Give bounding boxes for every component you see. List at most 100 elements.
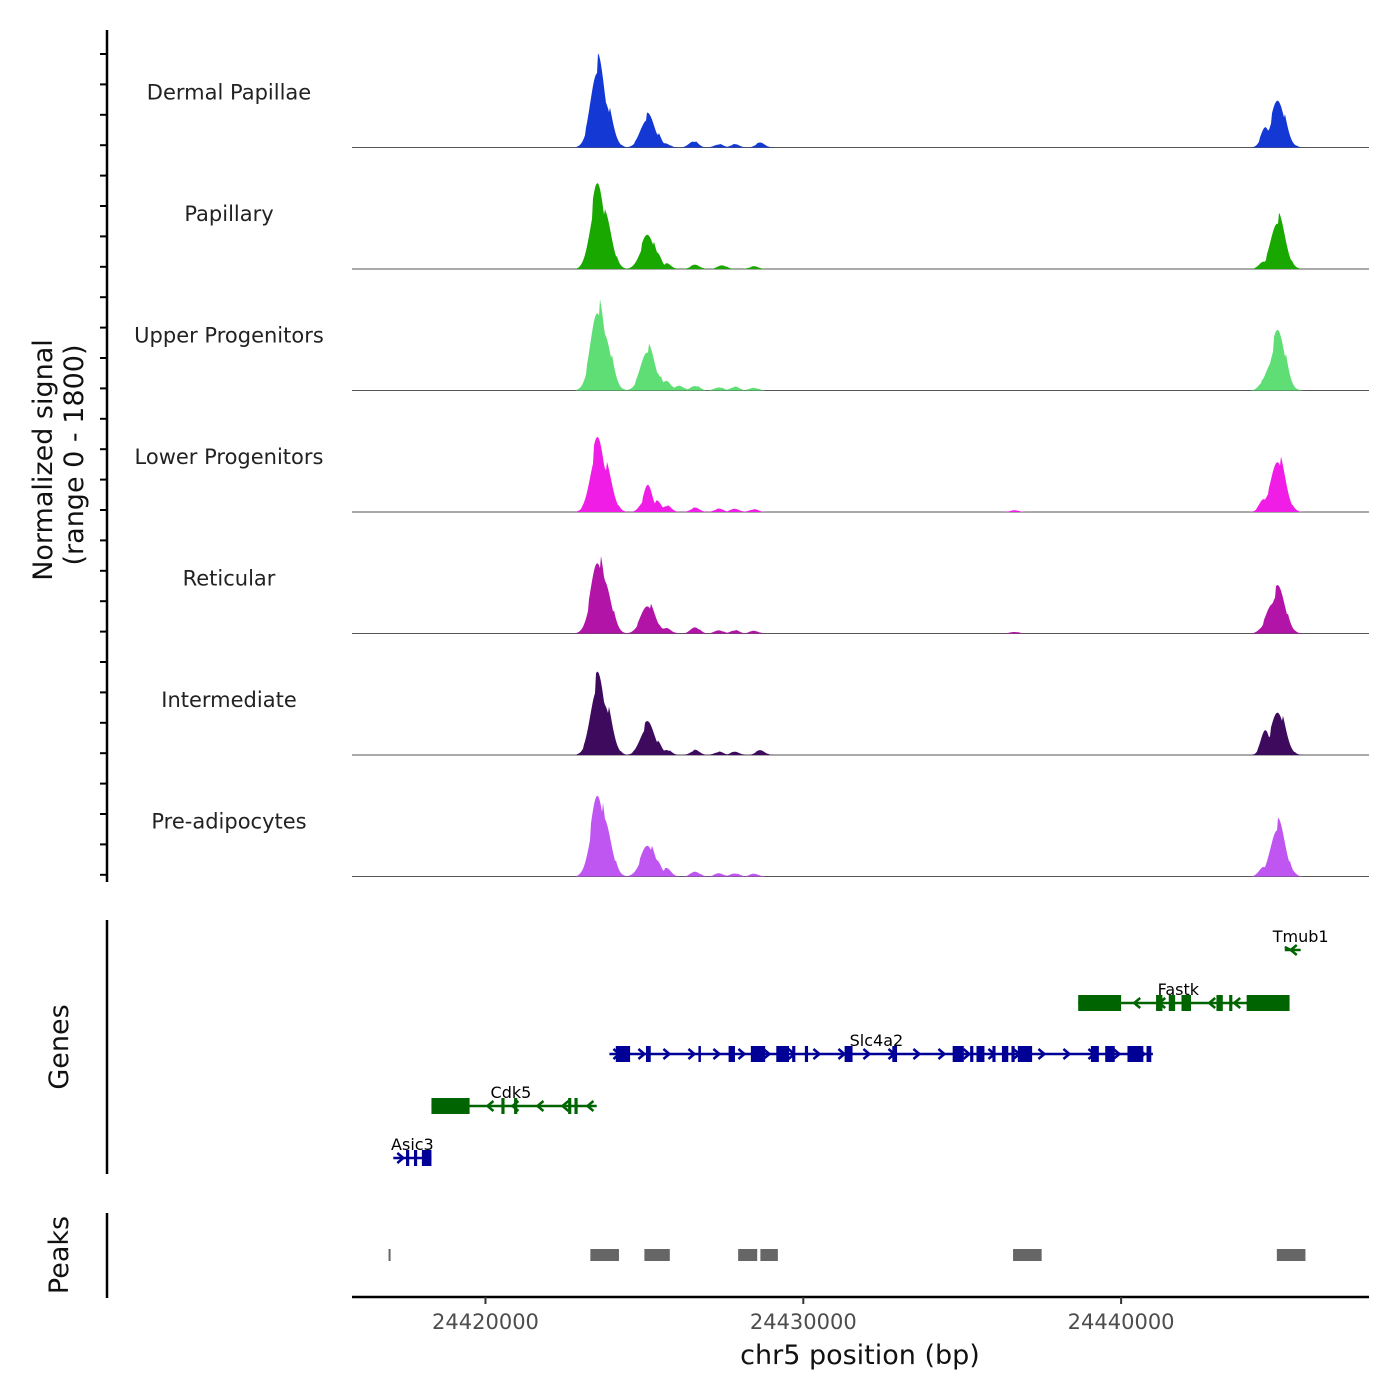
track-label: Lower Progenitors [135, 445, 324, 469]
strand-arrow [962, 1048, 972, 1060]
x-axis-ticks: 24420000 24430000 24440000 [432, 1297, 1175, 1334]
strand-arrow [560, 1100, 570, 1112]
strand-arrow [762, 1048, 772, 1060]
strand-arrow [396, 1152, 406, 1164]
strand-arrow [1284, 945, 1292, 952]
y-axis-title: Normalized signal [28, 339, 59, 581]
coverage-track: Intermediate [161, 671, 1369, 756]
gene: Slc4a2 [609, 1031, 1153, 1062]
gene: Fastk [1078, 980, 1290, 1011]
peak-interval [760, 1249, 778, 1261]
strand-arrow [1037, 1048, 1047, 1060]
track-label: Reticular [183, 567, 276, 591]
coverage-y-axis [100, 30, 109, 882]
strand-arrow [737, 1048, 747, 1060]
coverage-track: Pre-adipocytes [151, 795, 1369, 877]
x-tick-label: 24420000 [432, 1310, 539, 1334]
gene-exon [776, 1046, 789, 1062]
gene-exon [1090, 1046, 1099, 1062]
strand-arrow [1207, 997, 1217, 1009]
coverage-area [352, 671, 1369, 755]
gene-exon [514, 1098, 518, 1114]
coverage-track: Papillary [184, 183, 1369, 270]
gene: Cdk5 [431, 1083, 597, 1114]
gene: Asic3 [391, 1135, 434, 1166]
coverage-track: Upper Progenitors [134, 299, 1369, 391]
gene-exon [1246, 995, 1290, 1011]
gene-exon [970, 1046, 974, 1062]
strand-arrow [837, 1048, 847, 1060]
coverage-area [352, 795, 1369, 877]
gene-exon [1017, 1046, 1033, 1062]
gene-exon [1168, 995, 1176, 1011]
coverage-track: Lower Progenitors [135, 437, 1369, 513]
coverage-area [352, 555, 1369, 634]
gene-exon [844, 1046, 853, 1062]
strand-arrow [637, 1048, 647, 1060]
genes-panel-label: Genes [44, 1004, 75, 1089]
gene-exon [615, 1046, 631, 1062]
gene-exon [1105, 1046, 1115, 1062]
gene-annotations: Tmub1 Fastk Slc4a2 Cdk5 Asic3 [391, 927, 1329, 1166]
gene-exon [431, 1098, 470, 1114]
gene-exon [698, 1046, 701, 1062]
track-label: Pre-adipocytes [151, 810, 306, 834]
gene-exon [645, 1046, 651, 1062]
strand-arrow [862, 1048, 872, 1060]
gene-label: Tmub1 [1272, 927, 1329, 946]
strand-arrow [1112, 1048, 1122, 1060]
gene-exon [892, 1046, 898, 1062]
coverage-tracks: Dermal Papillae Papillary Upper Progenitor… [134, 53, 1369, 877]
gene-exon [728, 1046, 735, 1062]
gene-exon [406, 1150, 410, 1166]
strand-arrow [712, 1048, 722, 1060]
gene-exon [1146, 1046, 1152, 1062]
gene: Tmub1 [1272, 927, 1329, 956]
gene-exon [1229, 995, 1233, 1011]
gene-exon [1001, 1046, 1009, 1062]
gene-label: Cdk5 [491, 1083, 532, 1102]
gene-exon [976, 1046, 985, 1062]
strand-arrow [1062, 1048, 1072, 1060]
coverage-area [352, 183, 1369, 269]
track-label: Upper Progenitors [134, 324, 324, 348]
gene-exon [1078, 995, 1122, 1011]
peak-interval [1013, 1249, 1042, 1261]
peak-interval [644, 1249, 670, 1261]
x-tick-label: 24430000 [750, 1310, 857, 1334]
peak-interval [590, 1249, 619, 1261]
track-label: Intermediate [161, 688, 297, 712]
coverage-area [352, 437, 1369, 512]
x-axis-title: chr5 position (bp) [740, 1340, 980, 1371]
strand-arrow [937, 1048, 947, 1060]
strand-arrow [662, 1048, 672, 1060]
gene-exon [1216, 995, 1223, 1011]
strand-arrow [585, 1100, 595, 1112]
gene-exon [501, 1098, 505, 1114]
gene-exon [1127, 1046, 1144, 1062]
coverage-track: Reticular [183, 555, 1369, 634]
peak-intervals [388, 1249, 1306, 1261]
strand-arrow [535, 1100, 545, 1112]
x-tick-label: 24440000 [1068, 1310, 1175, 1334]
gene-exon [1181, 995, 1192, 1011]
coverage-y-ticks [100, 53, 107, 876]
strand-arrow [912, 1048, 922, 1060]
gene-exon [804, 1046, 809, 1062]
track-label: Papillary [184, 202, 273, 226]
gene-label: Asic3 [391, 1135, 434, 1154]
peak-interval [388, 1249, 391, 1261]
peaks-panel-label: Peaks [44, 1216, 75, 1294]
gene-exon [952, 1046, 964, 1062]
gene-exon [1156, 995, 1163, 1011]
y-axis-subtitle: (range 0 - 1800) [59, 345, 90, 566]
strand-arrow [485, 1100, 495, 1112]
gene-exon [421, 1150, 432, 1166]
strand-arrow [687, 1048, 697, 1060]
gene-exon [792, 1046, 796, 1062]
peak-interval [1276, 1249, 1306, 1261]
strand-arrow [1132, 997, 1142, 1009]
gene-exon [750, 1046, 766, 1062]
coverage-area [352, 299, 1369, 391]
